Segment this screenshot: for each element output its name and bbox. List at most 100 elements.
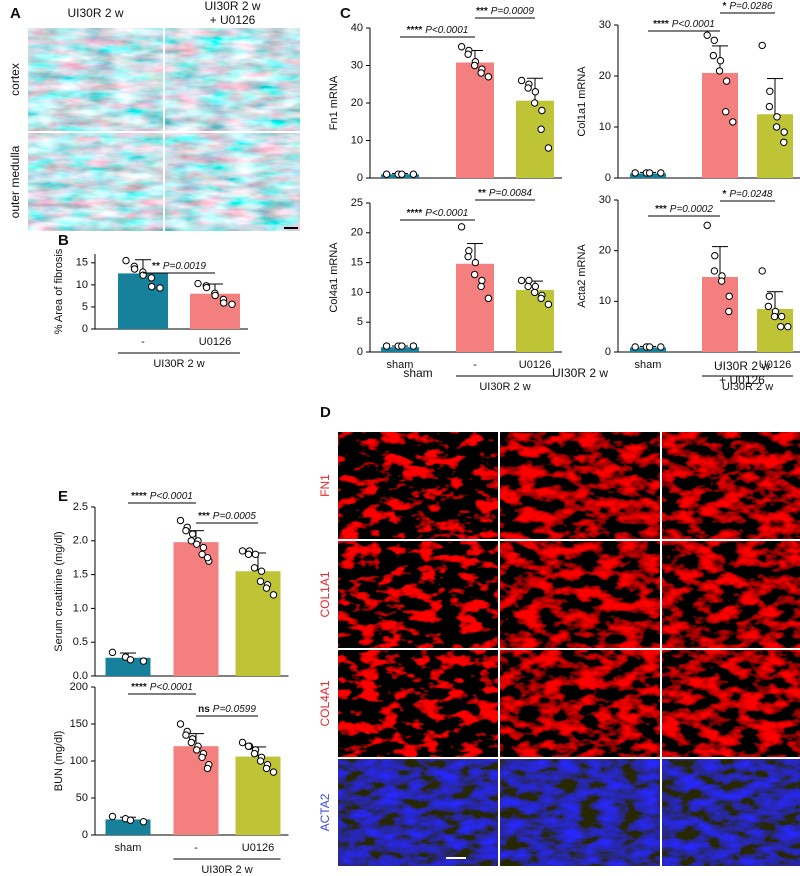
significance-stars: ****: [131, 491, 147, 502]
micrograph: [338, 650, 498, 757]
data-point: [530, 99, 539, 107]
y-tick-label: 0.0: [73, 670, 88, 682]
y-tick-label: 30: [351, 59, 363, 71]
data-point: [722, 77, 731, 85]
column-header: UI30R 2 w: [204, 0, 260, 13]
data-point: [716, 57, 725, 65]
micrograph: [338, 759, 498, 866]
column-header: UI30R 2 w: [552, 366, 608, 380]
data-point: [457, 223, 466, 231]
data-point: [531, 88, 540, 96]
data-point: [709, 51, 718, 60]
x-tick-label: U0126: [759, 359, 791, 371]
data-point: [717, 277, 726, 285]
data-point: [382, 170, 391, 178]
y-tick-label: 20: [351, 227, 363, 239]
row-label: ACTA2: [318, 793, 332, 831]
data-point: [766, 87, 774, 96]
data-point: [517, 76, 526, 85]
y-tick-label: 1.5: [73, 569, 88, 581]
significance-label: ** P=0.0084: [478, 188, 532, 199]
row-label: outer medulla: [8, 145, 22, 218]
data-point: [631, 343, 639, 351]
data-point: [544, 300, 553, 309]
micrograph: [500, 541, 660, 648]
data-point: [176, 516, 185, 525]
data-point: [139, 657, 148, 665]
data-point: [251, 550, 260, 559]
y-axis-label: BUN (mg/dl): [53, 731, 65, 792]
p-value: P=0.0019: [163, 261, 207, 272]
bar: [456, 62, 494, 178]
data-point: [764, 302, 773, 311]
p-value: P=0.0599: [213, 704, 257, 715]
column-header: sham: [403, 366, 432, 380]
bar: [702, 277, 738, 352]
y-tick-label: 30: [599, 19, 611, 31]
y-axis-label: Acta2 mRNA: [576, 244, 588, 308]
p-value: P=0.0286: [729, 1, 773, 12]
data-point: [108, 812, 117, 821]
data-point: [126, 656, 135, 664]
micrograph: [165, 133, 300, 231]
p-value: P=0.0005: [213, 511, 257, 522]
column-header: UI30R 2 w: [67, 6, 123, 20]
data-point: [471, 258, 480, 267]
data-point: [269, 768, 278, 776]
data-point: [524, 282, 532, 291]
bar: [173, 542, 219, 676]
data-point: [484, 294, 493, 303]
group-label: UI30R 2 w: [153, 358, 204, 370]
bar: [190, 293, 240, 329]
x-tick-label: -: [141, 336, 145, 348]
micrograph: [662, 541, 800, 648]
data-point: [765, 102, 774, 111]
micrograph: [500, 432, 660, 539]
micrograph: [28, 133, 163, 231]
y-tick-label: 20: [599, 245, 611, 257]
data-point: [773, 113, 781, 121]
micrograph: [338, 432, 498, 539]
data-point: [211, 291, 219, 300]
p-value: P<0.0001: [672, 19, 715, 30]
row-label: FN1: [318, 474, 332, 497]
data-point: [130, 265, 139, 273]
data-point: [477, 282, 485, 291]
data-point: [777, 322, 785, 331]
significance-stars: ****: [131, 682, 147, 693]
data-point: [531, 282, 540, 291]
y-tick-label: 40: [351, 22, 363, 34]
group-label: UI30R 2 w: [201, 864, 252, 876]
data-point: [238, 738, 247, 747]
y-tick-label: 0: [357, 172, 363, 184]
data-point: [544, 144, 553, 152]
data-point: [203, 554, 212, 562]
data-point: [188, 530, 197, 538]
panel-label: D: [320, 404, 331, 421]
x-tick-label: sham: [635, 359, 662, 371]
data-point: [182, 731, 190, 739]
group-label: UI30R 2 w: [479, 381, 530, 393]
y-tick-label: 15: [351, 257, 363, 269]
data-point: [262, 584, 271, 592]
y-tick-label: 10: [76, 279, 88, 291]
x-tick-label: U0126: [519, 359, 551, 371]
y-tick-label: 1.0: [73, 602, 88, 614]
data-point: [193, 540, 201, 548]
micrograph: [662, 650, 800, 757]
micrograph: [28, 28, 163, 131]
data-point: [538, 106, 546, 115]
data-point: [257, 567, 266, 575]
y-tick-label: 30: [599, 194, 611, 206]
significance-label: **** P<0.0001: [131, 491, 193, 502]
data-point: [478, 276, 486, 285]
data-point: [770, 312, 779, 321]
data-point: [198, 753, 206, 761]
panel-label: C: [340, 5, 351, 22]
data-point: [382, 342, 391, 350]
data-point: [194, 279, 202, 288]
y-tick-label: 5: [82, 301, 88, 313]
y-tick-label: 15: [76, 257, 88, 269]
y-tick-label: 10: [351, 134, 363, 146]
